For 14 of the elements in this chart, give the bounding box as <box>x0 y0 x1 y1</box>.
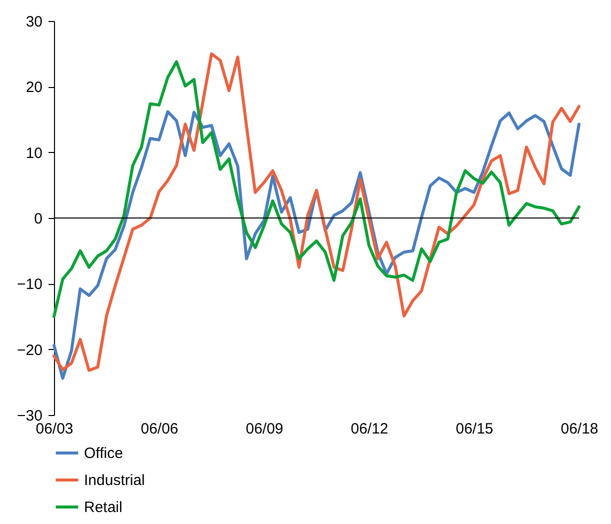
y-tick-label: 20 <box>26 79 42 96</box>
y-tick-label: 30 <box>26 14 42 30</box>
legend-label: Office <box>84 445 123 462</box>
legend-label: Retail <box>84 499 122 516</box>
x-tick-label: 06/12 <box>350 420 388 438</box>
x-tick-label: 06/06 <box>140 420 178 438</box>
y-tick-label: −10 <box>17 276 42 294</box>
y-tick-label: 0 <box>34 210 42 228</box>
y-tick-label: 10 <box>26 144 42 162</box>
y-tick-label: −20 <box>17 342 42 359</box>
legend-label: Industrial <box>84 472 145 489</box>
x-tick-label: 06/18 <box>560 420 598 438</box>
x-tick-label: 06/15 <box>456 420 494 438</box>
x-tick-label: 06/09 <box>246 420 284 438</box>
